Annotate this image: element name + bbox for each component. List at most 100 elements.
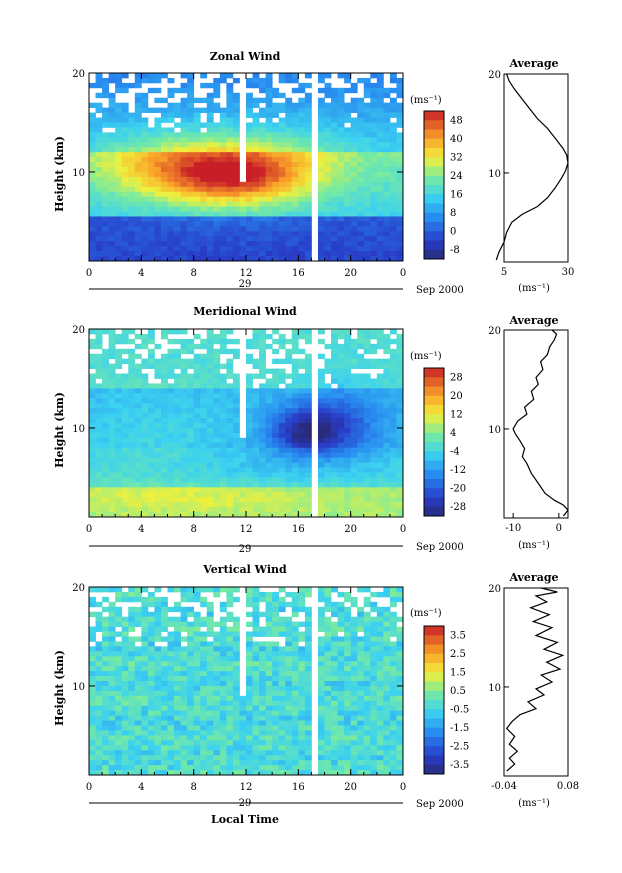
heatmap-cell <box>396 477 404 483</box>
heatmap-cell <box>160 626 168 632</box>
heatmap-cell <box>350 186 358 193</box>
heatmap-cell <box>331 690 338 697</box>
heatmap-cell <box>141 457 149 463</box>
heatmap-cell <box>259 403 267 409</box>
heatmap-cell <box>226 725 234 731</box>
heatmap-cell <box>95 690 103 697</box>
heatmap-cell <box>357 447 365 454</box>
heatmap-cell <box>278 73 286 79</box>
heatmap-cell <box>187 651 195 657</box>
heatmap-cell <box>376 73 384 79</box>
heatmap-cell <box>174 102 181 109</box>
heatmap-cell <box>344 373 352 379</box>
heatmap-cell <box>193 353 201 360</box>
heatmap-cell <box>376 393 384 399</box>
heatmap-cell <box>174 373 181 379</box>
heatmap-cell <box>324 191 332 198</box>
heatmap-cell <box>232 117 240 123</box>
heatmap-cell <box>350 127 358 133</box>
heatmap-cell <box>298 432 306 439</box>
heatmap-cell <box>89 477 96 483</box>
heatmap-cell <box>291 206 299 212</box>
heatmap-cell <box>213 646 221 652</box>
heatmap-cell <box>187 720 195 726</box>
heatmap-cell <box>154 695 162 702</box>
heatmap-cell <box>363 221 371 227</box>
heatmap-cell <box>154 246 162 252</box>
heatmap-cell <box>317 137 325 143</box>
heatmap-cell <box>193 418 201 424</box>
heatmap-cell <box>187 241 195 247</box>
heatmap-cell <box>167 690 175 697</box>
heatmap-cell <box>259 398 267 404</box>
heatmap-cell <box>344 226 352 232</box>
heatmap-cell <box>219 651 227 657</box>
heatmap-cell <box>154 487 162 493</box>
heatmap-cell <box>337 437 345 444</box>
heatmap-cell <box>357 251 365 257</box>
heatmap-cell <box>291 661 299 667</box>
heatmap-cell <box>206 770 214 776</box>
heatmap-cell <box>291 636 299 642</box>
heatmap-cell <box>370 705 378 712</box>
heatmap-cell <box>141 676 149 682</box>
heatmap-cell <box>160 423 168 429</box>
heatmap-cell <box>200 457 208 463</box>
heatmap-cell <box>115 427 123 434</box>
heatmap-cell <box>95 497 103 503</box>
heatmap-cell <box>344 102 352 109</box>
heatmap-cell <box>396 142 404 148</box>
heatmap-cell <box>363 601 371 608</box>
heatmap-cell <box>174 671 181 677</box>
heatmap-cell <box>272 591 280 598</box>
heatmap-cell <box>219 241 227 247</box>
heatmap-cell <box>291 457 299 463</box>
heatmap-cell <box>108 626 116 632</box>
heatmap-cell <box>102 651 110 657</box>
heatmap-cell <box>102 507 110 513</box>
heatmap-cell <box>259 437 267 444</box>
heatmap-cell <box>370 236 378 242</box>
heatmap-cell <box>134 142 142 148</box>
heatmap-cell <box>389 162 397 168</box>
heatmap-cell <box>324 462 332 468</box>
heatmap-cell <box>180 755 188 761</box>
heatmap-cell <box>383 720 391 726</box>
heatmap-cell <box>187 388 195 394</box>
heatmap-cell <box>324 147 332 153</box>
heatmap-cell <box>278 745 286 751</box>
heatmap-cell <box>180 413 188 419</box>
heatmap-cell <box>180 176 188 183</box>
heatmap-cell <box>121 216 129 222</box>
heatmap-cell <box>324 117 332 123</box>
heatmap-cell <box>187 636 195 642</box>
heatmap-cell <box>226 681 234 687</box>
heatmap-cell <box>363 482 371 488</box>
heatmap-cell <box>102 671 110 677</box>
heatmap-cell <box>95 167 103 173</box>
heatmap-cell <box>219 211 227 217</box>
heatmap-cell <box>291 73 299 79</box>
heatmap-cell <box>357 507 365 513</box>
heatmap-cell <box>344 507 352 513</box>
heatmap-cell <box>89 695 96 702</box>
heatmap-cell <box>246 206 253 212</box>
heatmap-cell <box>200 186 208 193</box>
heatmap-cell <box>278 413 286 419</box>
heatmap-cell <box>108 132 116 138</box>
heatmap-cell <box>147 507 155 513</box>
heatmap-cell <box>259 147 267 153</box>
heatmap-cell <box>265 646 273 652</box>
heatmap-cell <box>317 467 325 473</box>
heatmap-cell <box>259 626 267 632</box>
heatmap-cell <box>304 725 312 731</box>
heatmap-cell <box>383 735 391 741</box>
heatmap-cell <box>272 671 280 677</box>
heatmap-cell <box>167 750 175 756</box>
heatmap-cell <box>298 755 306 761</box>
heatmap-cell <box>285 157 293 163</box>
heatmap-cell <box>350 760 358 766</box>
heatmap-cell <box>200 378 208 384</box>
heatmap-cell <box>232 191 240 198</box>
heatmap-cell <box>246 442 253 449</box>
